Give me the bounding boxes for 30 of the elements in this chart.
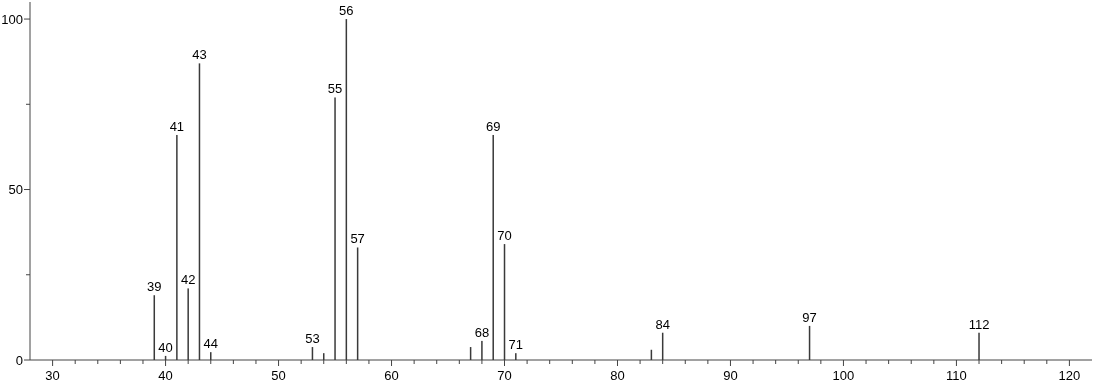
annotation: 97: [802, 309, 817, 325]
annotation: 39: [147, 279, 162, 295]
annotation: 41: [169, 118, 185, 134]
annotation: 70: [497, 228, 512, 244]
x-tick-label: 80: [610, 368, 625, 383]
annotation: 71: [508, 337, 524, 353]
x-tick-label: 90: [723, 368, 738, 383]
x-tick-label: 30: [45, 368, 60, 383]
x-tick-label: 60: [384, 368, 399, 383]
x-tick-label: 40: [158, 368, 173, 383]
y-tick-label: 50: [8, 182, 23, 198]
annotation: 42: [180, 272, 196, 288]
annotation: 56: [339, 3, 354, 19]
annotation: 43: [192, 47, 207, 63]
annotation: 84: [655, 316, 670, 332]
annotation: 53: [305, 331, 320, 347]
annotation: 55: [327, 81, 343, 97]
x-tick-label: 120: [1058, 368, 1081, 383]
y-tick-label: 0: [15, 352, 23, 368]
annotation: 57: [350, 231, 365, 247]
x-tick-label: 70: [497, 368, 512, 383]
x-tick-label: 110: [946, 368, 967, 383]
x-tick-label: 100: [832, 368, 855, 383]
annotation: 44: [203, 336, 218, 352]
y-tick-label: 100: [1, 11, 23, 27]
annotation: 69: [485, 118, 501, 134]
x-tick-label: 50: [271, 368, 286, 383]
annotation: 68: [474, 324, 490, 340]
annotation: 40: [158, 339, 173, 355]
annotation: 112: [968, 316, 990, 332]
